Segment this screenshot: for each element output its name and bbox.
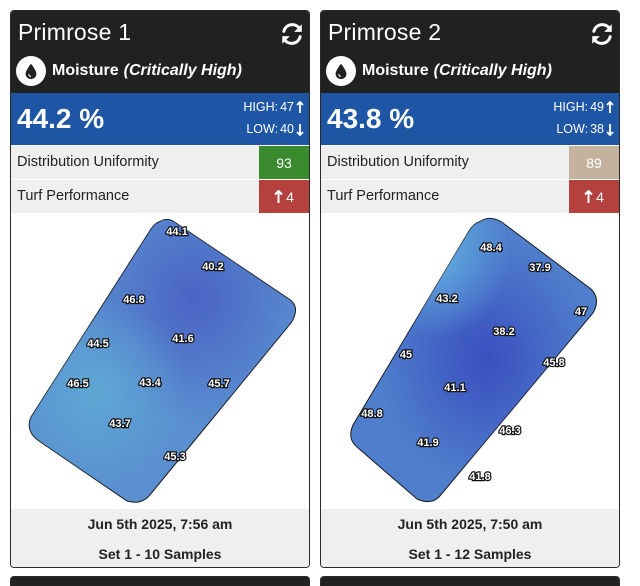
metric-name: Moisture <box>362 62 429 79</box>
badge-value: 93 <box>276 154 292 171</box>
sample-reading: 47 <box>575 306 587 318</box>
turf-performance-row: Turf Performance 4 <box>321 179 619 213</box>
card-header: Primrose 2 Moisture (Critically High) <box>321 11 619 93</box>
metric-label: Moisture (Critically High) <box>326 56 552 86</box>
high-label: HIGH: <box>553 100 589 114</box>
sample-reading: 46.8 <box>123 294 144 306</box>
next-card-stub <box>320 576 620 586</box>
badge-value: 4 <box>596 188 604 205</box>
high-reading: HIGH: 47 <box>243 100 304 114</box>
low-value: 40 <box>280 122 294 136</box>
sample-reading: 44.5 <box>87 338 108 350</box>
low-label: LOW: <box>246 122 279 136</box>
low-reading: LOW: 38 <box>556 122 614 136</box>
zone-card-primrose-1[interactable]: Primrose 1 Moisture (Critically High) 44… <box>10 10 310 568</box>
value-bar: 44.2 % HIGH: 47 LOW: 40 <box>11 93 309 145</box>
card-footer: Jun 5th 2025, 7:50 am Set 1 - 12 Samples <box>321 509 619 567</box>
badge-value: 4 <box>286 188 294 205</box>
refresh-icon[interactable] <box>589 21 615 47</box>
moisture-heatmap[interactable]: 44.1 40.2 46.8 44.5 41.6 46.5 43.4 45.7 … <box>11 211 309 509</box>
sample-reading: 46.5 <box>67 378 88 390</box>
sample-reading: 44.1 <box>166 226 187 238</box>
du-badge: 93 <box>259 146 309 179</box>
arrow-up-icon <box>274 189 283 203</box>
sample-reading: 41.6 <box>172 333 193 345</box>
card-header: Primrose 1 Moisture (Critically High) <box>11 11 309 93</box>
sample-reading: 40.2 <box>202 261 223 273</box>
turf-performance-row: Turf Performance 4 <box>11 179 309 213</box>
card-title: Primrose 1 <box>18 19 132 45</box>
turf-badge: 4 <box>569 180 619 213</box>
sample-reading: 48.4 <box>480 242 502 254</box>
sample-reading: 46.3 <box>499 425 520 437</box>
sample-reading: 45.7 <box>208 378 229 390</box>
metric-status: (Critically High) <box>433 62 552 79</box>
sample-reading: 37.9 <box>529 262 550 274</box>
high-label: HIGH: <box>243 100 279 114</box>
turf-badge: 4 <box>259 180 309 213</box>
arrow-up-icon <box>296 100 304 113</box>
row-label: Turf Performance <box>327 188 440 204</box>
moisture-heatmap[interactable]: 48.4 37.9 43.2 47 38.2 45 45.8 41.1 48.8… <box>321 211 619 509</box>
low-reading: LOW: 40 <box>246 122 304 136</box>
next-card-stub <box>10 576 310 586</box>
zone-card-primrose-2[interactable]: Primrose 2 Moisture (Critically High) 43… <box>320 10 620 568</box>
high-value: 47 <box>280 100 294 114</box>
sample-reading: 43.2 <box>436 293 457 305</box>
sample-date: Jun 5th 2025, 7:50 am <box>397 516 543 532</box>
water-drop-icon <box>16 56 46 86</box>
row-label: Turf Performance <box>17 188 130 204</box>
average-value: 44.2 % <box>17 103 105 134</box>
arrow-down-icon <box>296 123 304 136</box>
low-value: 38 <box>590 122 604 136</box>
high-reading: HIGH: 49 <box>553 100 614 114</box>
sample-reading: 41.1 <box>444 382 465 394</box>
metric-status: (Critically High) <box>123 62 242 79</box>
sample-reading: 45.3 <box>164 451 185 463</box>
sample-date: Jun 5th 2025, 7:56 am <box>87 516 233 532</box>
water-drop-icon <box>326 56 356 86</box>
high-value: 49 <box>590 100 604 114</box>
card-footer: Jun 5th 2025, 7:56 am Set 1 - 10 Samples <box>11 509 309 567</box>
low-label: LOW: <box>556 122 589 136</box>
sample-reading: 38.2 <box>493 326 514 338</box>
arrow-up-icon <box>606 100 614 113</box>
card-title: Primrose 2 <box>328 19 442 45</box>
du-badge: 89 <box>569 146 619 179</box>
sample-reading: 41.9 <box>417 437 438 449</box>
metric-name: Moisture <box>52 62 119 79</box>
metric-label: Moisture (Critically High) <box>16 56 242 86</box>
arrow-down-icon <box>606 123 614 136</box>
sample-set: Set 1 - 10 Samples <box>98 546 222 562</box>
distribution-uniformity-row: Distribution Uniformity 93 <box>11 145 309 179</box>
sample-reading: 45 <box>400 349 412 361</box>
sample-reading: 43.7 <box>109 418 130 430</box>
arrow-up-icon <box>584 189 593 203</box>
sample-reading: 48.8 <box>361 408 382 420</box>
value-bar: 43.8 % HIGH: 49 LOW: 38 <box>321 93 619 145</box>
average-value: 43.8 % <box>327 103 415 134</box>
sample-reading: 43.4 <box>139 377 161 389</box>
sample-set: Set 1 - 12 Samples <box>408 546 532 562</box>
distribution-uniformity-row: Distribution Uniformity 89 <box>321 145 619 179</box>
sample-reading: 45.8 <box>543 357 564 369</box>
refresh-icon[interactable] <box>279 21 305 47</box>
sample-reading: 41.8 <box>469 471 490 483</box>
row-label: Distribution Uniformity <box>327 154 469 170</box>
row-label: Distribution Uniformity <box>17 154 159 170</box>
badge-value: 89 <box>586 154 602 171</box>
